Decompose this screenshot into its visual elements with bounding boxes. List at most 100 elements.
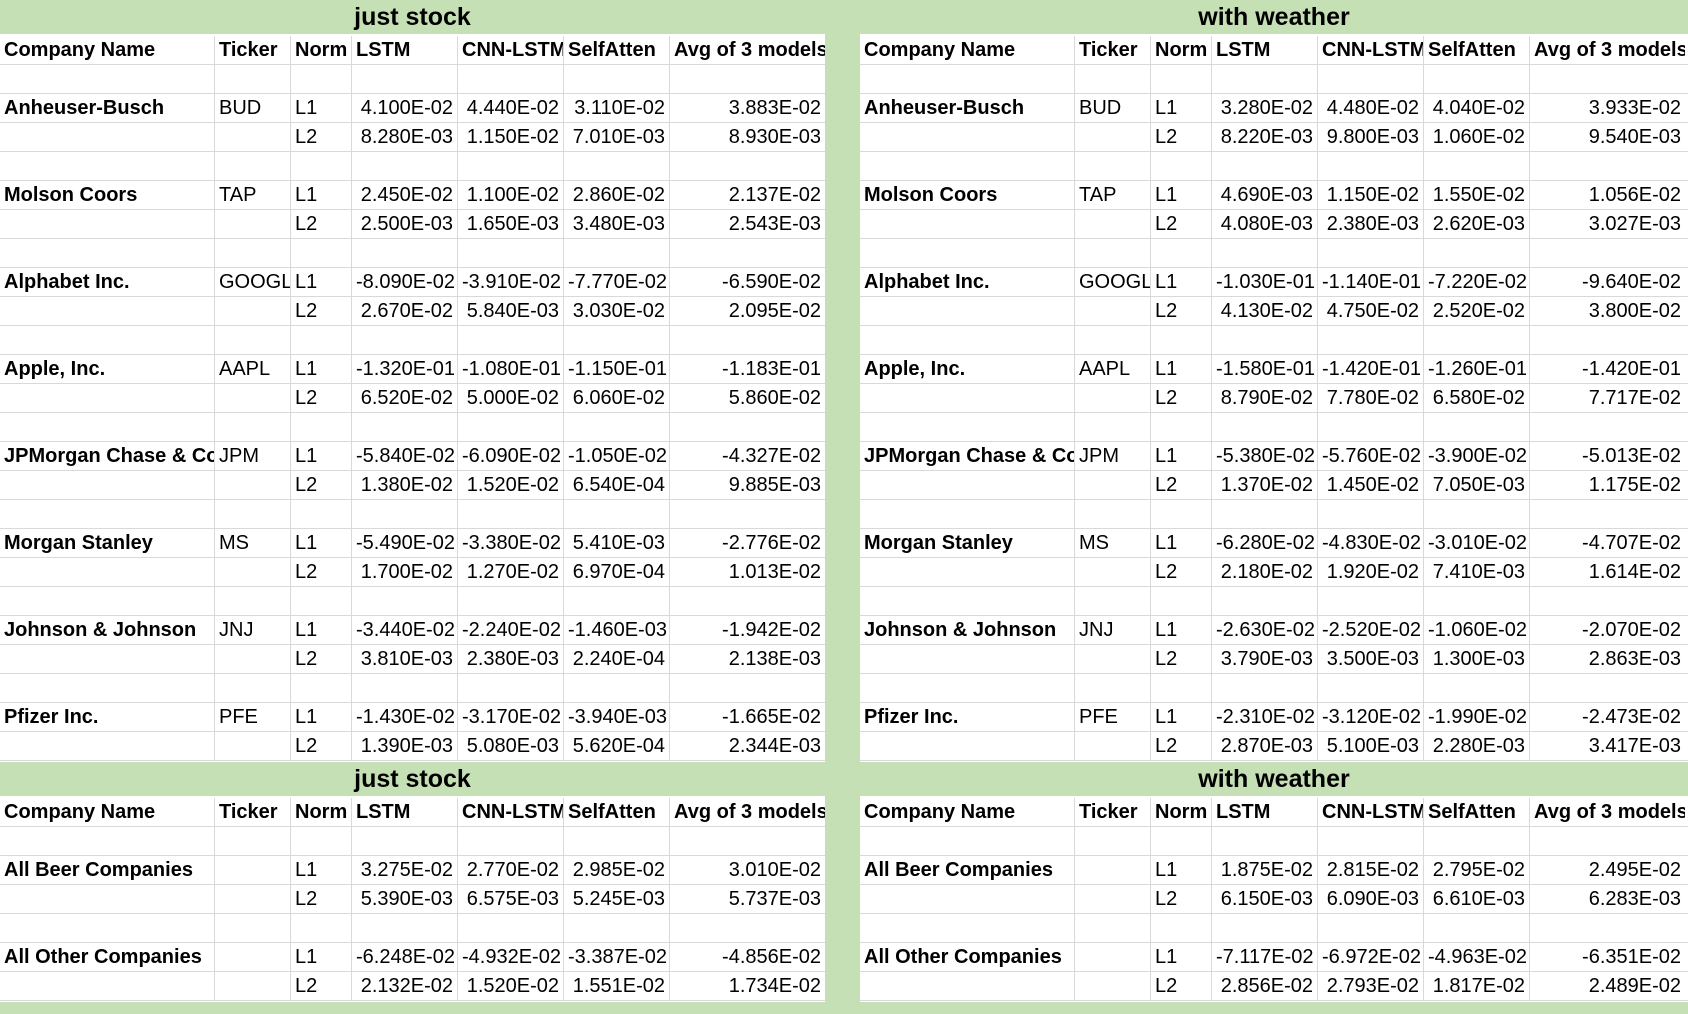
cnn-value: 1.920E-02: [1318, 558, 1424, 586]
table-row: All Other Companies L1 -6.248E-02 -4.932E-0…: [0, 943, 825, 972]
empty-cell: [860, 471, 1075, 499]
norm-label: L2: [1151, 384, 1212, 412]
company-name: Morgan Stanley: [860, 529, 1075, 557]
self-value: 1.551E-02: [564, 972, 670, 1000]
cnn-value: 1.520E-02: [458, 972, 564, 1000]
empty-cell: [215, 210, 291, 238]
empty-cell: [0, 384, 215, 412]
norm-label: L1: [291, 268, 352, 296]
self-value: 5.245E-03: [564, 885, 670, 913]
avg-value: 2.543E-03: [728, 213, 821, 235]
empty-cell: [1075, 384, 1151, 412]
cnn-value: 1.150E-02: [458, 123, 564, 151]
table-row: L2 2.856E-02 2.793E-02 1.817E-02 2.489E-02: [860, 972, 1688, 1001]
lstm-value: 8.790E-02: [1212, 384, 1318, 412]
lstm-value: 2.856E-02: [1212, 972, 1318, 1000]
ticker: MS: [215, 529, 291, 557]
norm-label: L2: [291, 558, 352, 586]
self-value: 6.970E-04: [564, 558, 670, 586]
table-row: Apple, Inc. AAPL L1 -1.580E-01 -1.420E-01 -1.…: [860, 355, 1688, 384]
norm-label: L2: [291, 384, 352, 412]
empty-cell: [670, 413, 825, 441]
avg-value: 2.137E-02: [728, 184, 821, 206]
lstm-value: 2.450E-02: [352, 181, 458, 209]
empty-cell: [670, 914, 825, 942]
empty-cell: [215, 885, 291, 913]
empty-cell: [458, 239, 564, 267]
table-row: L2 5.390E-03 6.575E-03 5.245E-03 5.737E-03: [0, 885, 825, 914]
empty-cell: [458, 413, 564, 441]
cnn-value: -1.080E-01: [458, 355, 564, 383]
empty-cell: [860, 674, 1075, 702]
empty-cell: [1424, 413, 1530, 441]
spacer-row: [860, 413, 1688, 442]
empty-cell: [1212, 239, 1318, 267]
column-header: SelfAtten: [1424, 798, 1530, 826]
spacer-row: [860, 827, 1688, 856]
empty-cell: [458, 152, 564, 180]
spacer-row: [860, 674, 1688, 703]
empty-cell: [215, 471, 291, 499]
column-header: Company Name: [860, 798, 1075, 826]
self-value: -1.260E-01: [1424, 355, 1530, 383]
empty-cell: [564, 500, 670, 528]
self-value: 2.795E-02: [1424, 856, 1530, 884]
company-name: Anheuser-Busch: [860, 94, 1075, 122]
cnn-value: 2.770E-02: [458, 856, 564, 884]
empty-cell: [291, 326, 352, 354]
empty-cell: [1530, 326, 1685, 354]
table-row: L2 2.180E-02 1.920E-02 7.410E-03 1.614E-02: [860, 558, 1688, 587]
empty-cell: [291, 65, 352, 93]
self-value: 3.480E-03: [564, 210, 670, 238]
table-row: L2 1.390E-03 5.080E-03 5.620E-04 2.344E-03: [0, 732, 825, 761]
empty-cell: [670, 827, 825, 855]
empty-cell: [458, 914, 564, 942]
empty-cell: [1318, 239, 1424, 267]
empty-cell: [1424, 239, 1530, 267]
spacer-row: [0, 827, 825, 856]
empty-cell: [458, 674, 564, 702]
lstm-value: 5.390E-03: [352, 885, 458, 913]
table-header-row: Company Name Ticker Norm LSTM CNN-LSTM SelfAt…: [860, 36, 1688, 65]
column-header: Avg of 3 models: [674, 801, 825, 823]
empty-cell: [1424, 827, 1530, 855]
cnn-value: 6.090E-03: [1318, 885, 1424, 913]
lstm-value: 2.500E-03: [352, 210, 458, 238]
empty-cell: [1318, 827, 1424, 855]
avg-value: 8.930E-03: [728, 126, 821, 148]
column-header: LSTM: [1212, 798, 1318, 826]
empty-cell: [670, 674, 825, 702]
empty-cell: [1075, 587, 1151, 615]
company-name: Apple, Inc.: [860, 355, 1075, 383]
norm-label: L2: [1151, 123, 1212, 151]
lstm-value: 3.790E-03: [1212, 645, 1318, 673]
empty-cell: [1151, 674, 1212, 702]
avg-value: 2.344E-03: [728, 735, 821, 757]
empty-cell: [1151, 500, 1212, 528]
lstm-value: 1.700E-02: [352, 558, 458, 586]
cnn-value: 1.450E-02: [1318, 471, 1424, 499]
table-header-row: Company Name Ticker Norm LSTM CNN-LSTM SelfAt…: [0, 798, 825, 827]
empty-cell: [670, 65, 825, 93]
avg-value: -4.327E-02: [722, 445, 821, 467]
spacer-row: [860, 326, 1688, 355]
empty-cell: [1075, 326, 1151, 354]
lstm-value: -7.117E-02: [1212, 943, 1318, 971]
empty-cell: [1075, 413, 1151, 441]
avg-value: 3.010E-02: [728, 859, 821, 881]
lstm-value: 4.690E-03: [1212, 181, 1318, 209]
avg-value: 2.489E-02: [1588, 975, 1681, 997]
norm-label: L1: [291, 94, 352, 122]
self-value: -7.770E-02: [564, 268, 670, 296]
company-name: Molson Coors: [0, 181, 215, 209]
table-row: L2 2.670E-02 5.840E-03 3.030E-02 2.095E-02: [0, 297, 825, 326]
empty-cell: [1151, 413, 1212, 441]
empty-cell: [0, 123, 215, 151]
empty-cell: [860, 384, 1075, 412]
self-value: 7.410E-03: [1424, 558, 1530, 586]
empty-cell: [291, 152, 352, 180]
column-header: Ticker: [215, 798, 291, 826]
lstm-value: 4.130E-02: [1212, 297, 1318, 325]
empty-cell: [1075, 972, 1151, 1000]
cnn-value: -3.910E-02: [458, 268, 564, 296]
